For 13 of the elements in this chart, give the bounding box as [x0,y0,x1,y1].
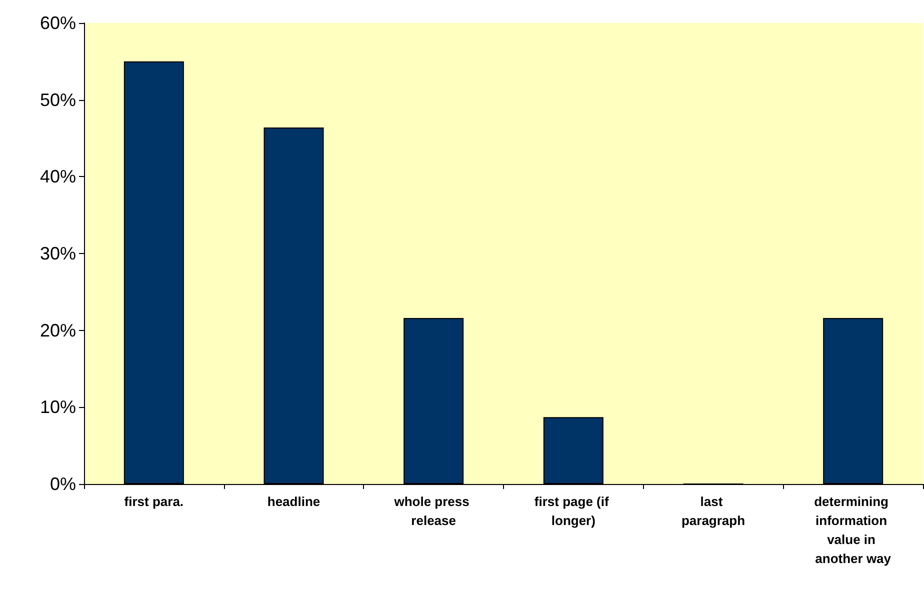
y-tick-label: 0% [50,474,76,494]
x-tick-label: headline [267,494,320,509]
x-tick-label: determining information value in another way [814,494,892,566]
y-tick-label: 30% [40,244,76,264]
x-tick-label: whole press release [393,494,473,528]
x-tick-label: last paragraph [681,494,746,528]
x-tick-label: first para. [124,494,184,509]
y-tick-label: 20% [40,320,76,340]
y-tick-label: 40% [40,166,76,187]
y-tick-label: 10% [40,397,76,418]
y-tick-label: 60% [40,13,76,33]
x-tick-label: first page (if longer) [534,494,612,528]
y-tick-label: 50% [40,90,76,110]
